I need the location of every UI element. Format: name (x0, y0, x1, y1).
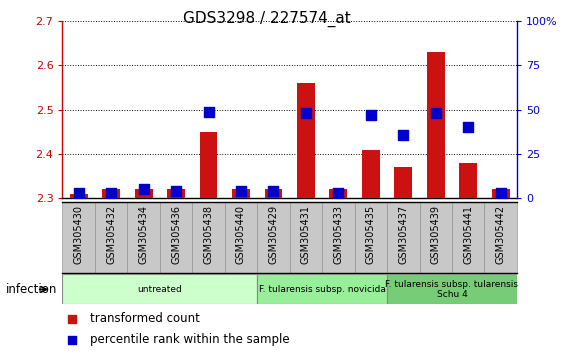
Bar (420, 202, 452, 273)
Text: GSM305435: GSM305435 (366, 205, 376, 264)
Bar (329, 189, 347, 198)
Text: GSM305431: GSM305431 (301, 205, 311, 264)
Bar (232, 189, 250, 198)
Point (236, 188, 245, 194)
Point (399, 132, 408, 137)
Bar (257, 274, 387, 304)
Text: transformed count: transformed count (90, 312, 199, 325)
Point (496, 190, 505, 196)
Text: GSM305430: GSM305430 (74, 205, 83, 264)
Point (67, 316, 76, 321)
Text: F. tularensis subsp. tularensis
Schu 4: F. tularensis subsp. tularensis Schu 4 (386, 280, 519, 299)
Point (269, 188, 278, 194)
Point (107, 190, 116, 196)
Bar (257, 202, 290, 273)
Bar (62, 274, 257, 304)
Bar (193, 202, 225, 273)
Point (74, 190, 83, 196)
Bar (70, 194, 87, 198)
Text: GSM305434: GSM305434 (139, 205, 149, 264)
Text: GSM305439: GSM305439 (431, 205, 441, 264)
Bar (485, 202, 517, 273)
Point (172, 188, 181, 194)
Text: GDS3298 / 227574_at: GDS3298 / 227574_at (183, 11, 351, 27)
Point (431, 110, 440, 116)
Bar (452, 202, 485, 273)
Text: GSM305436: GSM305436 (171, 205, 181, 264)
Point (204, 109, 213, 114)
Point (334, 190, 343, 196)
Bar (127, 202, 160, 273)
Bar (102, 189, 120, 198)
Bar (427, 52, 445, 198)
Point (67, 337, 76, 343)
Text: percentile rank within the sample: percentile rank within the sample (90, 333, 289, 346)
Text: GSM305440: GSM305440 (236, 205, 246, 264)
Bar (95, 202, 127, 273)
Bar (460, 163, 477, 198)
Bar (225, 202, 257, 273)
Bar (290, 202, 322, 273)
Text: infection: infection (6, 283, 57, 296)
Text: GSM305437: GSM305437 (398, 205, 408, 264)
Bar (297, 83, 315, 198)
Bar (387, 274, 517, 304)
Bar (135, 189, 153, 198)
Bar (354, 202, 387, 273)
Point (302, 110, 311, 116)
Bar (322, 202, 354, 273)
Point (366, 112, 375, 118)
Bar (387, 202, 420, 273)
Text: GSM305432: GSM305432 (106, 205, 116, 264)
Text: GSM305442: GSM305442 (496, 205, 506, 264)
Point (139, 187, 148, 192)
Text: GSM305441: GSM305441 (463, 205, 473, 264)
Bar (362, 150, 380, 198)
Bar (394, 167, 412, 198)
Bar (199, 132, 218, 198)
Bar (167, 189, 185, 198)
Bar (492, 189, 509, 198)
Text: GSM305438: GSM305438 (203, 205, 214, 264)
Text: F. tularensis subsp. novicida: F. tularensis subsp. novicida (258, 285, 386, 294)
Bar (62, 202, 95, 273)
Text: GSM305429: GSM305429 (269, 205, 278, 264)
Text: GSM305433: GSM305433 (333, 205, 344, 264)
Bar (265, 189, 282, 198)
Bar (160, 202, 193, 273)
Text: untreated: untreated (137, 285, 182, 294)
Point (463, 125, 473, 130)
